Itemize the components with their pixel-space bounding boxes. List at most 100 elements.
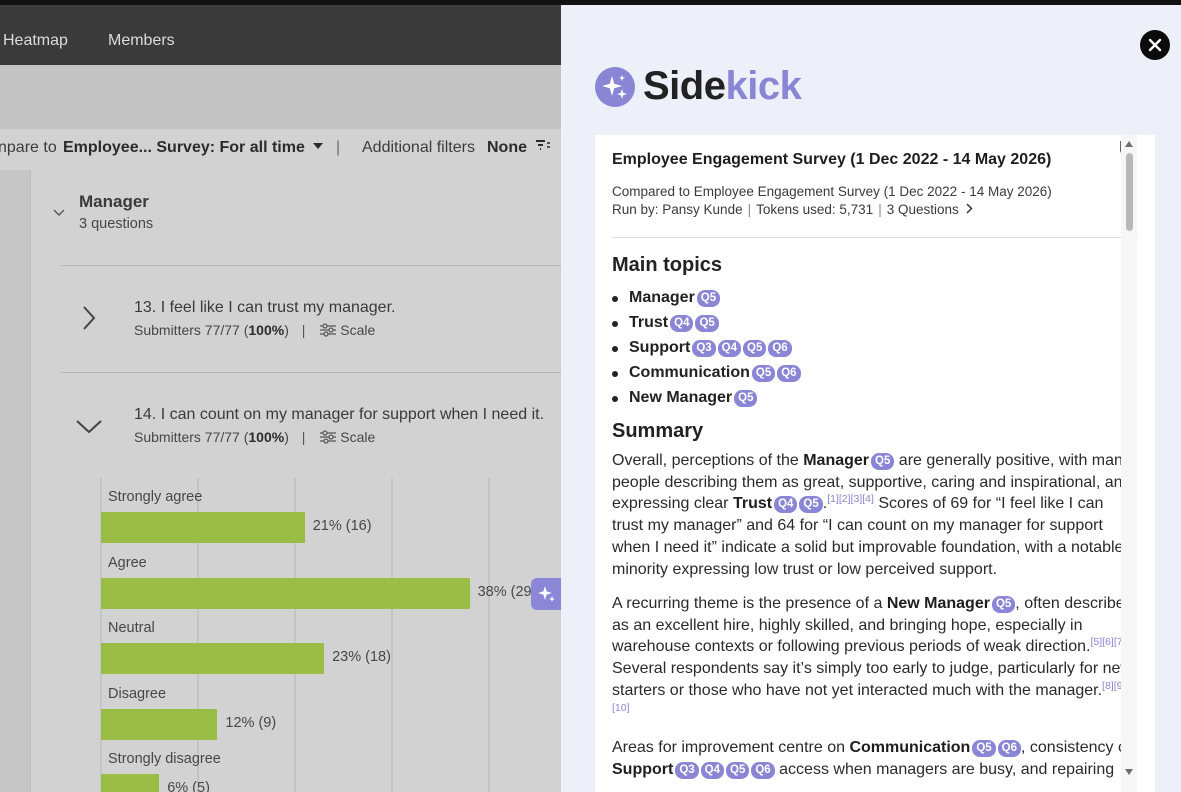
question-chip[interactable]: Q6 — [997, 740, 1022, 757]
compare-label: npare to — [0, 139, 57, 156]
bar[interactable] — [101, 577, 470, 609]
run-by: Run by: Pansy Kunde — [612, 202, 743, 217]
bar-value-label: 21% (16) — [312, 518, 372, 534]
bar-category-label: Agree — [108, 554, 147, 571]
compare-dropdown[interactable]: Employee... Survey: For all time — [63, 139, 323, 157]
section-question-count: 3 questions — [79, 216, 154, 232]
question-type: Scale — [340, 322, 376, 338]
text: , often described as an excellent hire, … — [612, 595, 1134, 656]
questions-link[interactable]: 3 Questions — [887, 202, 973, 217]
topic-name: New Manager — [629, 389, 733, 406]
questions-link-label: 3 Questions — [886, 202, 959, 217]
question-chip[interactable]: Q3 — [675, 761, 699, 779]
bar[interactable] — [101, 643, 325, 674]
logo-part-1: Side — [643, 64, 726, 108]
bar-value-label: 6% (5) — [167, 780, 210, 792]
tokens-used: Tokens used: 5,731 — [756, 202, 874, 217]
bar[interactable] — [101, 708, 218, 740]
citation-link[interactable]: [10] — [612, 701, 630, 714]
tab-members[interactable]: Members — [108, 32, 175, 49]
citation-link[interactable]: [1][2][3][4] — [827, 493, 874, 506]
chart-gridline — [391, 478, 393, 792]
question-title[interactable]: 14. I can count on my manager for suppor… — [134, 406, 545, 423]
text: Overall, perceptions of the — [612, 452, 804, 469]
question-chip[interactable]: Q6 — [777, 365, 801, 382]
submitters-percent: 100% — [248, 322, 285, 338]
scroll-up-arrow-icon[interactable] — [1125, 141, 1133, 147]
question-title[interactable]: 13. I feel like I can trust my manager. — [134, 299, 396, 316]
bar-category-label: Strongly agree — [108, 489, 203, 505]
question-chip[interactable]: Q5 — [695, 315, 719, 332]
additional-filters-value: None — [487, 139, 527, 156]
topics-list: Manager Q5 Trust Q4 Q5 Support Q3 Q4 Q5 Q6 Comm… — [612, 288, 801, 413]
question-chip[interactable]: Q5 — [991, 596, 1016, 613]
logo-part-2: kick — [725, 64, 802, 108]
section-title: Manager — [79, 192, 149, 211]
topic-name: Support — [629, 339, 691, 356]
topic-item: Communication Q5 Q6 — [612, 363, 801, 388]
question-meta: Submitters 77/77 (100%) | Scale — [134, 322, 375, 338]
question-chip[interactable]: Q5 — [751, 365, 776, 382]
meta-separator: | — [747, 202, 752, 217]
question-chip[interactable]: Q5 — [871, 453, 895, 470]
left-gutter — [0, 170, 30, 792]
summary-paragraph: Areas for improvement centre on Communic… — [612, 737, 1138, 780]
question-chip[interactable]: Q6 — [768, 340, 792, 357]
filter-icon — [536, 140, 551, 150]
question-chip[interactable]: Q4 — [774, 496, 798, 514]
additional-filters-label: Additional filters — [362, 139, 475, 156]
bar-value-label: 38% (29) — [477, 583, 537, 600]
expand-chevron-icon[interactable] — [74, 303, 104, 333]
section-collapse-chevron-icon[interactable] — [53, 207, 65, 219]
question-chip[interactable]: Q5 — [743, 340, 767, 357]
scale-sliders-icon — [320, 430, 337, 444]
topic-term: Communication — [849, 739, 971, 756]
question-meta: Submitters 77/77 (100%) | Scale — [134, 429, 375, 445]
submitters-suffix: ) — [284, 429, 289, 445]
topic-name: Manager — [629, 289, 695, 306]
scrollbar-thumb[interactable] — [1126, 153, 1133, 231]
scroll-down-arrow-icon[interactable] — [1125, 769, 1133, 775]
topic-name: Communication — [629, 364, 750, 381]
collapse-chevron-icon[interactable] — [74, 411, 104, 441]
question-chip[interactable]: Q5 — [696, 290, 721, 307]
question-chip[interactable]: Q5 — [972, 740, 996, 757]
question-chip[interactable]: Q5 — [799, 496, 823, 514]
additional-filters-dropdown[interactable]: None — [487, 139, 551, 157]
divider — [61, 265, 581, 266]
topic-name: Trust — [629, 314, 669, 331]
meta-separator: | — [878, 202, 882, 217]
question-chip[interactable]: Q6 — [751, 761, 775, 779]
topic-item: Manager Q5 — [612, 288, 801, 313]
citation-link[interactable]: [8][9] — [1102, 679, 1126, 692]
topic-term: Manager — [803, 452, 870, 469]
tab-heatmap[interactable]: Heatmap — [3, 32, 68, 49]
question-chip[interactable]: Q5 — [726, 761, 750, 779]
question-chip[interactable]: Q5 — [734, 390, 758, 407]
text: access when managers are busy, and repai… — [774, 760, 1115, 778]
question-chip[interactable]: Q4 — [670, 315, 694, 332]
submitters-suffix: ) — [284, 322, 289, 338]
bar[interactable] — [101, 512, 305, 543]
report-title: Employee Engagement Survey (1 Dec 2022 -… — [612, 151, 1052, 168]
sidekick-toggle-button[interactable] — [531, 578, 563, 610]
bar-value-label: 23% (18) — [332, 649, 391, 665]
question-chip[interactable]: Q3 — [692, 340, 716, 357]
text: . — [822, 495, 828, 513]
divider — [612, 237, 1138, 238]
bar[interactable] — [101, 774, 160, 792]
scrollbar[interactable] — [1121, 135, 1137, 792]
topic-item: Support Q3 Q4 Q5 Q6 — [612, 338, 801, 363]
question-chip[interactable]: Q4 — [717, 340, 742, 357]
summary-heading: Summary — [612, 420, 704, 442]
summary-paragraph: Overall, perceptions of the Manager Q5 ar… — [612, 450, 1138, 580]
chevron-right-icon — [966, 203, 973, 214]
bar-category-label: Disagree — [108, 685, 167, 702]
compare-value: Employee... Survey: For all time — [63, 139, 305, 156]
close-icon — [1148, 38, 1162, 52]
question-chip[interactable]: Q4 — [700, 761, 725, 779]
citation-link[interactable]: [5][6][7] — [1090, 636, 1126, 649]
close-button[interactable] — [1140, 30, 1170, 60]
topic-term: New Manager — [886, 595, 990, 612]
window-top-strip — [0, 0, 1181, 5]
